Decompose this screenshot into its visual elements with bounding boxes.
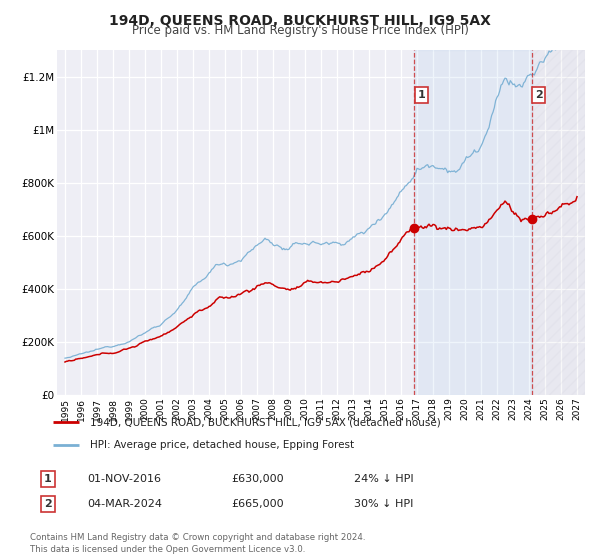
- Text: 24% ↓ HPI: 24% ↓ HPI: [354, 474, 413, 484]
- Text: 2: 2: [535, 90, 542, 100]
- Text: HPI: Average price, detached house, Epping Forest: HPI: Average price, detached house, Eppi…: [89, 440, 353, 450]
- Text: 1: 1: [44, 474, 52, 484]
- Text: 1: 1: [418, 90, 425, 100]
- Text: £665,000: £665,000: [231, 499, 284, 509]
- Text: 30% ↓ HPI: 30% ↓ HPI: [354, 499, 413, 509]
- Text: Price paid vs. HM Land Registry's House Price Index (HPI): Price paid vs. HM Land Registry's House …: [131, 24, 469, 38]
- Text: 2: 2: [44, 499, 52, 509]
- Text: Contains HM Land Registry data © Crown copyright and database right 2024.
This d: Contains HM Land Registry data © Crown c…: [30, 533, 365, 554]
- Text: 194D, QUEENS ROAD, BUCKHURST HILL, IG9 5AX: 194D, QUEENS ROAD, BUCKHURST HILL, IG9 5…: [109, 14, 491, 28]
- Text: 01-NOV-2016: 01-NOV-2016: [87, 474, 161, 484]
- Text: 04-MAR-2024: 04-MAR-2024: [87, 499, 162, 509]
- Text: 194D, QUEENS ROAD, BUCKHURST HILL, IG9 5AX (detached house): 194D, QUEENS ROAD, BUCKHURST HILL, IG9 5…: [89, 417, 440, 427]
- Text: £630,000: £630,000: [231, 474, 284, 484]
- Bar: [532, 50, 585, 395]
- Bar: [415, 50, 532, 395]
